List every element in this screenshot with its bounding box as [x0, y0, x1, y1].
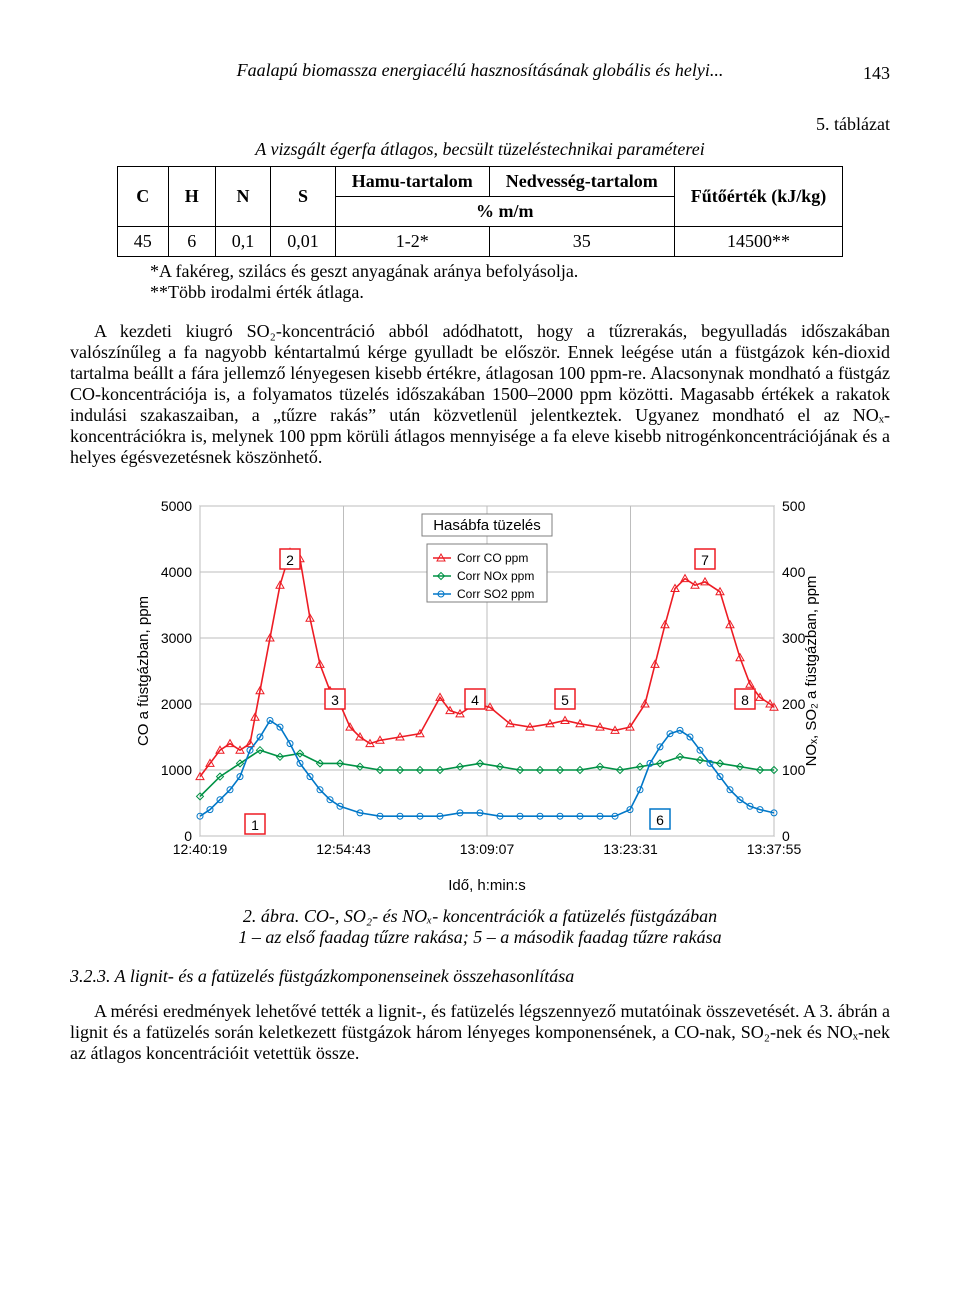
table-note-2: **Több irodalmi érték átlaga.	[150, 282, 890, 303]
table-title: A vizsgált égerfa átlagos, becsült tüzel…	[70, 139, 890, 160]
section-heading: 3.2.3. A lignit- és a fatüzelés füstgázk…	[70, 966, 890, 987]
svg-text:1000: 1000	[161, 762, 192, 778]
col-unit: % m/m	[335, 197, 674, 227]
svg-text:12:40:19: 12:40:19	[173, 841, 228, 857]
figure-caption: 2. ábra. CO-, SO₂- és NOₓ- koncentrációk…	[70, 906, 890, 948]
body-paragraph-1: A kezdeti kiugró SO₂-koncentráció abból …	[70, 321, 890, 468]
cell-c: 45	[117, 227, 168, 257]
body-paragraph-2: A mérési eredmények lehetővé tették a li…	[70, 1001, 890, 1064]
svg-text:2000: 2000	[161, 696, 192, 712]
table-notes: *A fakéreg, szilács és geszt anyagának a…	[150, 261, 890, 303]
col-h: H	[168, 167, 215, 227]
cell-ash: 1-2*	[335, 227, 489, 257]
svg-text:3: 3	[331, 692, 339, 708]
table-row: 45 6 0,1 0,01 1-2* 35 14500**	[117, 227, 842, 257]
cell-moisture: 35	[489, 227, 674, 257]
col-heating: Fűtőérték (kJ/kg)	[674, 167, 842, 227]
svg-text:7: 7	[701, 552, 709, 568]
svg-text:13:09:07: 13:09:07	[460, 841, 515, 857]
chart-svg: 010002000300040005000010020030040050012:…	[130, 486, 830, 896]
svg-text:13:37:55: 13:37:55	[747, 841, 802, 857]
table-header-row-1: C H N S Hamu-tartalom Nedvesség-tartalom…	[117, 167, 842, 197]
cell-n: 0,1	[215, 227, 271, 257]
svg-text:6: 6	[656, 812, 664, 828]
cell-h: 6	[168, 227, 215, 257]
col-c: C	[117, 167, 168, 227]
svg-text:13:23:31: 13:23:31	[603, 841, 658, 857]
col-s: S	[271, 167, 336, 227]
svg-text:3000: 3000	[161, 630, 192, 646]
svg-text:Idő, h:min:s: Idő, h:min:s	[448, 877, 526, 894]
svg-text:1: 1	[251, 817, 259, 833]
figure-caption-line-2: 1 – az első faadag tűzre rakása; 5 – a m…	[238, 927, 721, 947]
svg-text:Corr NOx ppm: Corr NOx ppm	[457, 569, 534, 583]
svg-text:CO a füstgázban, ppm: CO a füstgázban, ppm	[135, 596, 152, 746]
table-note-1: *A fakéreg, szilács és geszt anyagának a…	[150, 261, 890, 282]
parameters-table: C H N S Hamu-tartalom Nedvesség-tartalom…	[117, 166, 843, 257]
svg-text:Corr SO2 ppm: Corr SO2 ppm	[457, 587, 534, 601]
table-caption-number: 5. táblázat	[70, 114, 890, 135]
svg-text:8: 8	[741, 692, 749, 708]
col-moisture: Nedvesség-tartalom	[489, 167, 674, 197]
svg-text:2: 2	[286, 552, 294, 568]
svg-text:4000: 4000	[161, 564, 192, 580]
cell-s: 0,01	[271, 227, 336, 257]
col-ash: Hamu-tartalom	[335, 167, 489, 197]
svg-text:5: 5	[561, 692, 569, 708]
svg-text:5000: 5000	[161, 498, 192, 514]
svg-text:500: 500	[782, 498, 806, 514]
col-n: N	[215, 167, 271, 227]
svg-text:Corr CO ppm: Corr CO ppm	[457, 551, 528, 565]
svg-text:Hasábfa tüzelés: Hasábfa tüzelés	[433, 517, 541, 534]
svg-text:12:54:43: 12:54:43	[316, 841, 371, 857]
cell-heating: 14500**	[674, 227, 842, 257]
emission-chart: 010002000300040005000010020030040050012:…	[130, 486, 830, 896]
svg-text:NOₓ, SO₂ a füstgázban, ppm: NOₓ, SO₂ a füstgázban, ppm	[803, 576, 820, 767]
figure-caption-line-1: 2. ábra. CO-, SO₂- és NOₓ- koncentrációk…	[243, 906, 717, 926]
svg-text:4: 4	[471, 692, 479, 708]
